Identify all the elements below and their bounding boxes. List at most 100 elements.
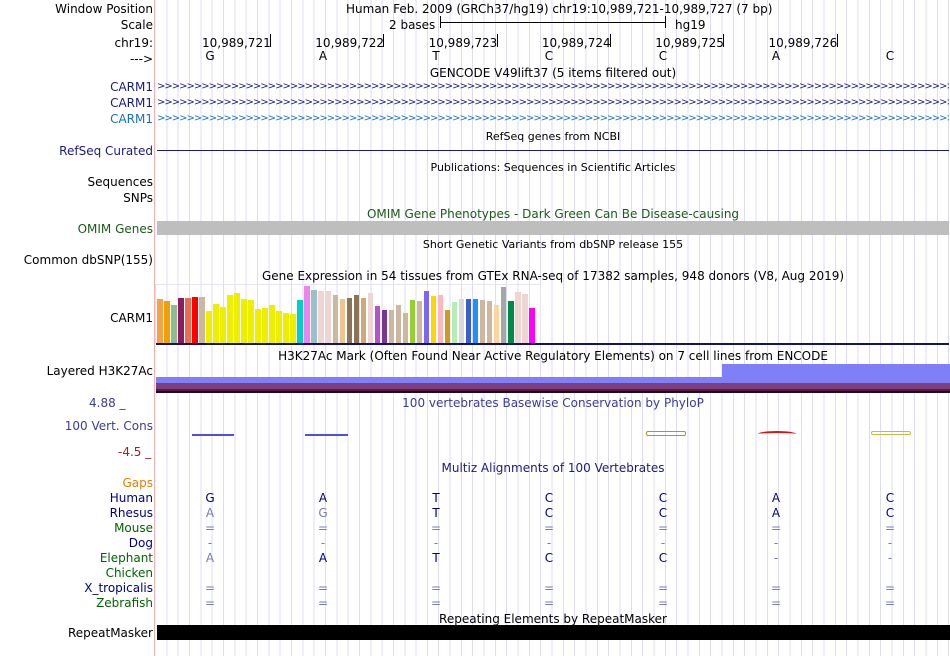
gtex-tissue-bar[interactable] <box>367 292 374 344</box>
alignment-base: = <box>317 596 329 610</box>
gencode-transcript-label[interactable]: CARM1 <box>110 80 153 94</box>
dbsnp-label[interactable]: Common dbSNP(155) <box>23 253 153 267</box>
gtex-tissue-bar[interactable] <box>192 296 198 344</box>
ruler-tick-label: 10,989,722 <box>315 36 385 50</box>
gtex-tissue-bar[interactable] <box>304 285 310 344</box>
gencode-transcript-label[interactable]: CARM1 <box>110 96 153 110</box>
pubs-label-snps[interactable]: SNPs <box>123 191 153 205</box>
gtex-tissue-bar[interactable] <box>500 286 507 344</box>
gtex-tissue-bar[interactable] <box>262 307 268 344</box>
alignment-base: A <box>205 506 215 520</box>
gtex-tissue-bar[interactable] <box>353 294 360 344</box>
gtex-tissue-bar[interactable] <box>248 299 254 344</box>
alignment-base: = <box>204 581 216 595</box>
position-label: Window Position <box>55 2 153 16</box>
alignment-base: = <box>657 521 669 535</box>
gtex-tissue-bar[interactable] <box>508 300 514 344</box>
species-label[interactable]: Zebrafish <box>96 596 153 610</box>
gtex-tissue-bar[interactable] <box>430 295 437 344</box>
gtex-tissue-bar[interactable] <box>374 305 381 344</box>
gtex-tissue-bar[interactable] <box>290 313 296 344</box>
gtex-tissue-bar[interactable] <box>381 309 388 344</box>
gtex-tissue-bar[interactable] <box>465 298 472 344</box>
gtex-tissue-bar[interactable] <box>185 297 191 344</box>
species-label[interactable]: Human <box>109 491 153 505</box>
omim-label[interactable]: OMIM Genes <box>77 222 153 236</box>
gtex-tissue-bar[interactable] <box>171 304 177 344</box>
ruler-tick <box>270 34 271 47</box>
gtex-tissue-bar[interactable] <box>213 303 219 344</box>
pubs-label-sequences[interactable]: Sequences <box>87 175 153 189</box>
gtex-tissue-bar[interactable] <box>332 294 338 344</box>
gtex-tissue-bar[interactable] <box>283 312 289 344</box>
alignment-base: T <box>432 506 440 520</box>
gtex-tissue-bar[interactable] <box>339 298 346 344</box>
repeatmasker-block[interactable] <box>157 625 950 640</box>
alignment-base: A <box>318 491 328 505</box>
gencode-transcript-label[interactable]: CARM1 <box>110 112 153 126</box>
gtex-tissue-bar[interactable] <box>297 299 303 344</box>
gencode-transcript-intron[interactable]: >>>>>>>>>>>>>>>>>>>>>>>>>>>>>>>>>>>>>>>>… <box>157 113 949 124</box>
gencode-transcript-intron[interactable]: >>>>>>>>>>>>>>>>>>>>>>>>>>>>>>>>>>>>>>>>… <box>157 81 949 92</box>
gtex-label[interactable]: CARM1 <box>110 311 153 325</box>
alignment-base: = <box>884 521 896 535</box>
gtex-tissue-bar[interactable] <box>458 298 465 344</box>
omim-gene-bar[interactable] <box>157 221 949 235</box>
gtex-tissue-bar[interactable] <box>311 289 317 344</box>
gtex-tissue-bar[interactable] <box>416 300 423 344</box>
gtex-tissue-bar[interactable] <box>276 310 282 344</box>
gaps-label[interactable]: Gaps <box>122 476 153 490</box>
species-label[interactable]: Rhesus <box>109 506 153 520</box>
phylop-label[interactable]: 100 Vert. Cons <box>64 419 153 433</box>
gtex-tissue-bar[interactable] <box>388 309 395 344</box>
gtex-tissue-bar[interactable] <box>199 296 205 344</box>
gtex-tissue-bar[interactable] <box>220 306 226 344</box>
gtex-tissue-bar[interactable] <box>493 304 500 344</box>
species-label[interactable]: Dog <box>128 536 153 550</box>
gtex-tissue-bar[interactable] <box>409 299 416 344</box>
gtex-tissue-bar[interactable] <box>472 298 479 344</box>
gtex-tissue-bar[interactable] <box>437 294 444 344</box>
gtex-tissue-bar[interactable] <box>522 293 528 344</box>
refseq-gene-line[interactable] <box>157 150 949 151</box>
alignment-base: C <box>544 551 554 565</box>
gtex-tissue-bar[interactable] <box>486 300 493 344</box>
gtex-tissue-bar[interactable] <box>206 310 212 344</box>
gtex-tissue-bar[interactable] <box>227 294 233 344</box>
gencode-transcript-intron[interactable]: >>>>>>>>>>>>>>>>>>>>>>>>>>>>>>>>>>>>>>>>… <box>157 97 949 108</box>
refseq-label[interactable]: RefSeq Curated <box>59 144 153 158</box>
gtex-tissue-bar[interactable] <box>423 290 430 344</box>
alignment-base: = <box>317 581 329 595</box>
gtex-tissue-bar[interactable] <box>318 290 324 344</box>
alignment-base: - <box>433 536 439 550</box>
species-label[interactable]: Chicken <box>105 566 153 580</box>
alignment-base: = <box>770 581 782 595</box>
h3k27ac-label[interactable]: Layered H3K27Ac <box>46 364 153 378</box>
gtex-tissue-bar[interactable] <box>515 291 521 344</box>
gtex-tissue-bar[interactable] <box>451 301 458 344</box>
gtex-tissue-bar[interactable] <box>395 304 402 344</box>
alignment-base: - <box>207 536 213 550</box>
gtex-tissue-bar[interactable] <box>164 300 170 344</box>
species-label[interactable]: Elephant <box>99 551 153 565</box>
ruler-tick <box>496 34 498 47</box>
gtex-tissue-bar[interactable] <box>529 307 535 344</box>
alignment-base: = <box>770 521 782 535</box>
gtex-tissue-bar[interactable] <box>360 297 367 344</box>
species-label[interactable]: X_tropicalis <box>84 581 153 595</box>
gtex-tissue-bar[interactable] <box>444 309 451 344</box>
gtex-tissue-bar[interactable] <box>325 290 331 344</box>
gtex-tissue-bar[interactable] <box>241 298 247 344</box>
species-label[interactable]: Mouse <box>114 521 153 535</box>
gtex-tissue-bar[interactable] <box>479 299 486 344</box>
gtex-tissue-bar[interactable] <box>402 312 409 344</box>
gtex-tissue-bar[interactable] <box>346 297 353 344</box>
gtex-tissue-bar[interactable] <box>157 298 163 344</box>
dbsnp-title: Short Genetic Variants from dbSNP releas… <box>422 238 684 251</box>
gtex-tissue-bar[interactable] <box>234 292 240 344</box>
scale-bar <box>440 22 665 23</box>
repeatmasker-label[interactable]: RepeatMasker <box>67 626 153 640</box>
gtex-tissue-bar[interactable] <box>269 304 275 344</box>
gtex-tissue-bar[interactable] <box>255 308 261 344</box>
gtex-tissue-bar[interactable] <box>178 297 184 344</box>
